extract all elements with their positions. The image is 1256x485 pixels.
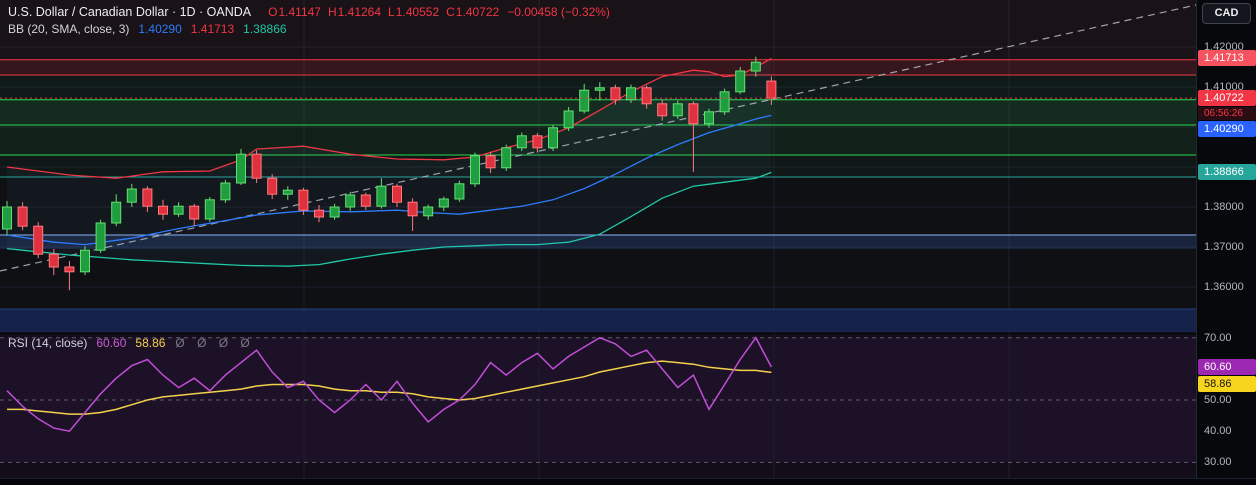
low-value: 1.40552 [395, 4, 440, 19]
rsi-axis-label: 40.00 [1204, 425, 1232, 437]
rsi-band [0, 337, 1196, 463]
price-axis-label: 1.38000 [1204, 201, 1244, 213]
high-label: H [327, 4, 337, 19]
rsi-ma-line [7, 360, 772, 415]
gridlines [0, 0, 1196, 333]
bb-row: BB (20, SMA, close, 3) 1.40290 1.41713 1… [8, 20, 610, 37]
time-axis-strip[interactable] [0, 478, 1256, 485]
rsi-pane[interactable] [0, 333, 1196, 478]
rsi-line [6, 336, 773, 433]
high-value: 1.41264 [337, 4, 382, 19]
rsi-axis-label: 50.00 [1204, 394, 1232, 406]
close-value: 1.40722 [455, 4, 500, 19]
symbol-row: U.S. Dollar / Canadian Dollar · 1D · OAN… [8, 3, 610, 20]
trendline [0, 4, 1196, 272]
bb-upper-value: 1.41713 [190, 21, 235, 36]
rsi-indicator-title[interactable]: RSI (14, close) [8, 335, 88, 350]
price-axis[interactable]: CAD 1.42000 1.41000 1.38000 1.37000 1.36000 1… [1196, 0, 1256, 485]
rsi-value: 60.60 [96, 335, 127, 350]
rsi-background [0, 333, 1196, 478]
open-value: 1.41147 [278, 4, 321, 19]
rsi-badge: 60.60 [1198, 359, 1256, 375]
rsi-axis-label: 70.00 [1204, 332, 1232, 344]
bb-lower-value: 1.38866 [243, 21, 287, 36]
rsi-badge: 58.86 [1198, 376, 1256, 392]
main-legend: U.S. Dollar / Canadian Dollar · 1D · OAN… [8, 3, 610, 37]
rsi-ma-value: 58.86 [135, 335, 166, 350]
symbol-title[interactable]: U.S. Dollar / Canadian Dollar · 1D · OAN… [8, 4, 252, 19]
rsi-row: RSI (14, close) 60.60 58.86 Ø Ø Ø Ø [8, 334, 250, 351]
chart-panes: U.S. Dollar / Canadian Dollar · 1D · OAN… [0, 0, 1196, 478]
main-price-pane[interactable] [0, 0, 1196, 333]
price-axis-label: 1.36000 [1204, 281, 1244, 293]
price-badge: 1.40722 [1198, 90, 1256, 106]
price-badge: 1.38866 [1198, 164, 1256, 180]
price-zones [0, 0, 1196, 333]
bb-basis-value: 1.40290 [138, 21, 182, 36]
low-label: L [388, 4, 395, 19]
price-axis-label: 1.37000 [1204, 241, 1244, 253]
candles [2, 56, 777, 291]
bb-indicator-title[interactable]: BB (20, SMA, close, 3) [8, 21, 130, 36]
currency-toggle-button[interactable]: CAD [1202, 3, 1251, 24]
ohlc-readout: O1.41147 H1.41264 L1.40552 C1.40722 −0.00458… [261, 5, 610, 19]
rsi-hidden-values: Ø Ø Ø Ø [175, 335, 250, 350]
price-badge: 1.41713 [1198, 50, 1256, 66]
change-value: −0.00458 (−0.32%) [507, 4, 610, 19]
price-badge: 1.40290 [1198, 121, 1256, 137]
open-label: O [268, 4, 278, 19]
rsi-legend: RSI (14, close) 60.60 58.86 Ø Ø Ø Ø [8, 334, 250, 351]
close-label: C [446, 4, 455, 19]
rsi-axis-label: 30.00 [1204, 456, 1232, 468]
bar-countdown: 06:56:26 [1198, 107, 1256, 120]
